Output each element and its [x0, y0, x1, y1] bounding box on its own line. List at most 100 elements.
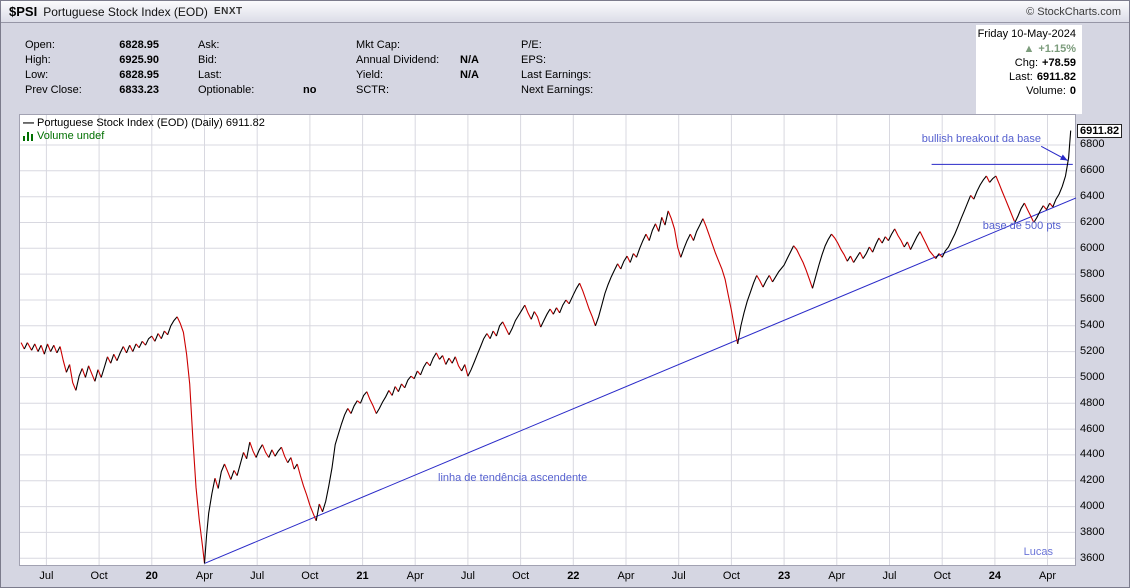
quote-row: SCTR: [356, 82, 479, 97]
exchange-code: ENXT [213, 6, 243, 17]
quote-stat-row: Chg: +78.59 [976, 56, 1076, 70]
x-axis-label: Oct [90, 570, 108, 582]
change-percent-row: ▲ +1.15% [976, 42, 1076, 56]
y-axis-label: 5600 [1080, 293, 1105, 306]
quote-stat-value: 6911.82 [1036, 71, 1076, 83]
quote-stat-value: +78.59 [1042, 57, 1076, 69]
x-axis-label: Oct [301, 570, 319, 582]
quote-row: Prev Close: 6833.23 [25, 82, 159, 97]
quote-row: Last Earnings: [521, 67, 616, 82]
quote-row: High: 6925.90 [25, 52, 159, 67]
x-axis-label: Oct [722, 570, 740, 582]
volume-bars-icon [23, 131, 34, 141]
annotation-trendline-label: linha de tendência ascendente [438, 472, 588, 484]
quote-field-label: EPS: [521, 53, 547, 66]
y-axis-label: 3800 [1080, 525, 1105, 538]
x-axis-label: Apr [195, 570, 214, 582]
quote-stat-label: Chg: [1014, 57, 1039, 69]
quote-field-label: P/E: [521, 38, 542, 51]
quote-field-value: 6833.23 [119, 83, 159, 96]
quote-field-label: Mkt Cap: [356, 38, 401, 51]
change-percent: +1.15% [1038, 43, 1076, 55]
y-axis-label: 4000 [1080, 500, 1105, 513]
quote-row: Mkt Cap: [356, 37, 479, 52]
y-axis-label: 4400 [1080, 448, 1105, 461]
quote-stat-row: Volume: 0 [976, 84, 1076, 98]
y-axis-label: 5200 [1080, 345, 1105, 358]
y-axis-label: 4600 [1080, 422, 1105, 435]
quote-column-ohlc: Open: 6828.95 High: 6925.90 Low: 6828.95 Prev … [25, 37, 159, 97]
quote-date: Friday 10-May-2024 [977, 28, 1076, 40]
stockcharts-copyright-link[interactable]: © StockCharts.com [1026, 5, 1121, 18]
quote-summary-box: Friday 10-May-2024 ▲ +1.15% Chg: +78.59 La… [976, 25, 1082, 114]
x-axis-label: 21 [356, 570, 369, 582]
quote-field-label: Low: [25, 68, 49, 81]
x-axis-label: 23 [777, 570, 791, 582]
quote-field-value: no [303, 83, 317, 96]
quote-field-label: Open: [25, 38, 55, 51]
quote-field-label: Optionable: [198, 83, 255, 96]
quote-stat-label: Last: [1008, 71, 1033, 83]
quote-row: Low: 6828.95 [25, 67, 159, 82]
x-axis-label: Jul [39, 570, 54, 582]
chart-legend-volume: Volume undef [23, 130, 104, 142]
x-axis-label: Apr [406, 570, 424, 582]
quote-field-label: Annual Dividend: [356, 53, 440, 66]
x-axis-label: Oct [512, 570, 530, 582]
x-axis-label: Apr [1038, 570, 1057, 582]
quote-field-value: 6925.90 [119, 53, 159, 66]
x-axis-label: Jul [882, 570, 897, 582]
quote-row: Last: [198, 67, 316, 82]
y-axis-label: 5800 [1080, 267, 1105, 280]
quote-row: EPS: [521, 52, 616, 67]
price-chart-plot [19, 114, 1076, 566]
quote-row: Ask: [198, 37, 316, 52]
x-axis-label: Jul [671, 570, 686, 582]
line-swatch-icon: — [23, 117, 34, 129]
symbol-name: Portuguese Stock Index (EOD) [43, 4, 208, 19]
quote-column-fundamentals: Mkt Cap: Annual Dividend: N/A Yield: N/A SCTR… [356, 37, 479, 97]
y-axis-label: 5000 [1080, 370, 1105, 383]
quote-row: Next Earnings: [521, 82, 616, 97]
quote-column-earnings: P/E: EPS: Last Earnings: Next Earnings: [521, 37, 616, 97]
x-axis-label: Apr [617, 570, 635, 582]
y-axis-label: 4200 [1080, 474, 1105, 487]
quote-field-value: N/A [460, 53, 479, 66]
y-axis-label: 3600 [1080, 551, 1105, 564]
quote-stat-value: 0 [1069, 85, 1076, 97]
quote-field-label: Last Earnings: [521, 68, 592, 81]
chart-legend-price: — Portuguese Stock Index (EOD) (Daily) 69… [23, 117, 265, 129]
y-axis-label: 6400 [1080, 190, 1105, 203]
quote-row: Bid: [198, 52, 316, 67]
up-arrow-icon: ▲ [1023, 43, 1035, 55]
quote-field-value: 6828.95 [119, 38, 159, 51]
quote-field-value: N/A [460, 68, 479, 81]
x-axis-label: 20 [145, 570, 158, 582]
x-axis-label: Oct [933, 570, 951, 582]
x-axis-label: 22 [567, 570, 580, 582]
quote-field-label: SCTR: [356, 83, 389, 96]
quote-field-label: Ask: [198, 38, 220, 51]
quote-field-label: Yield: [356, 68, 384, 81]
y-axis-label: 6200 [1080, 215, 1105, 228]
chart-header-bar: $PSI Portuguese Stock Index (EOD) ENXT ©… [1, 1, 1129, 23]
quote-stat-label: Volume: [1026, 85, 1066, 97]
x-axis-label: 24 [988, 570, 1001, 582]
annotation-signature: Lucas [1023, 546, 1053, 558]
quote-row: Open: 6828.95 [25, 37, 159, 52]
quote-column-bid-ask: Ask: Bid: Last: Optionable: no [198, 37, 316, 97]
quote-field-label: High: [25, 53, 51, 66]
x-axis-label: Jul [460, 570, 475, 582]
quote-field-label: Next Earnings: [521, 83, 594, 96]
y-axis-label: 6800 [1080, 138, 1105, 151]
x-axis-label: Jul [250, 570, 265, 582]
annotation-base-500pts: base de 500 pts [982, 220, 1061, 232]
y-axis-label: 6600 [1080, 164, 1105, 177]
y-axis-label: 4800 [1080, 396, 1105, 409]
quote-row: Optionable: no [198, 82, 316, 97]
quote-field-label: Last: [198, 68, 222, 81]
quote-row: Yield: N/A [356, 67, 479, 82]
y-axis-label: 6000 [1080, 241, 1105, 254]
last-price-tag: 6911.82 [1077, 123, 1123, 138]
quote-field-value: 6828.95 [119, 68, 159, 81]
